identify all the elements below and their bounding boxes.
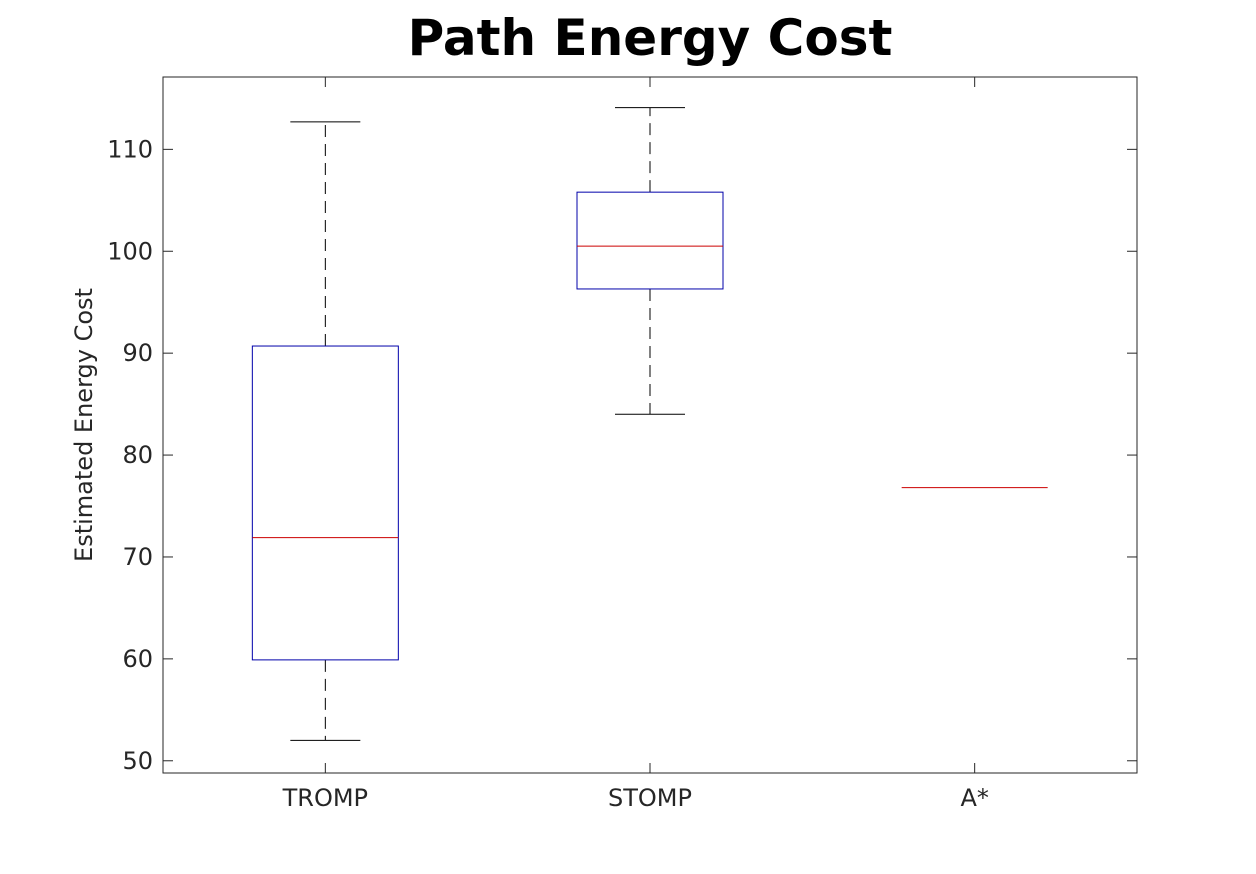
box-stomp	[576, 107, 724, 415]
x-tick-label: TROMP	[282, 784, 368, 812]
y-tick-label: 70	[122, 543, 153, 571]
y-tick-label: 60	[122, 645, 153, 673]
x-tick-label: STOMP	[608, 784, 692, 812]
iqr-box	[576, 191, 724, 290]
y-tick-label: 80	[122, 441, 153, 469]
y-tick-label: 50	[122, 747, 153, 775]
axes: 50 60 70 80 90 100 110 TROMP STOMP A*	[107, 76, 1138, 812]
y-tick-label: 90	[122, 339, 153, 367]
box-tromp	[251, 121, 399, 741]
chart-title: Path Energy Cost	[408, 9, 893, 67]
y-axis-label: Estimated Energy Cost	[70, 288, 98, 562]
x-tick-label: A*	[960, 784, 988, 812]
y-tick-label: 100	[107, 237, 153, 265]
iqr-box	[251, 345, 399, 661]
y-tick-label: 110	[107, 135, 153, 163]
boxes	[251, 107, 1048, 741]
